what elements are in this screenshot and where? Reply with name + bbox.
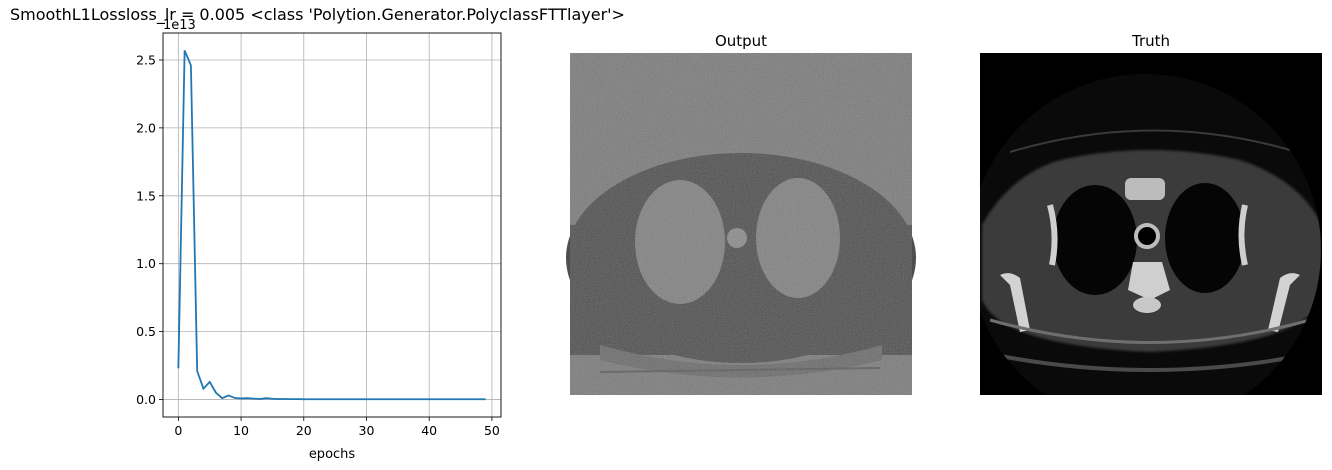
y-offset-label: 1e13 <box>163 18 196 33</box>
y-tick-label: 2.5 <box>136 52 156 67</box>
y-tick-label: 1.5 <box>136 188 156 203</box>
truth-panel-title: Truth <box>1131 32 1171 50</box>
x-tick-label: 10 <box>233 423 249 438</box>
x-tick-label: 0 <box>174 423 182 438</box>
truth-image <box>980 53 1322 395</box>
loss-chart: 0 10 20 30 40 50 0.0 0.5 1.0 1.5 2.0 2.5 1e13 epoch… <box>136 18 502 462</box>
x-axis-label: epochs <box>309 447 356 462</box>
plot-frame <box>162 32 502 418</box>
loss-series-line <box>177 50 486 401</box>
figure-suptitle: SmoothL1Lossloss_lr = 0.005 <class 'Poly… <box>10 5 625 24</box>
x-tick-label: 40 <box>421 423 437 438</box>
x-tick-label: 20 <box>296 423 312 438</box>
x-tick-label: 30 <box>359 423 375 438</box>
output-image <box>566 53 916 395</box>
y-tick-label: 2.0 <box>136 120 156 135</box>
y-tick-label: 0.5 <box>136 324 156 339</box>
y-tick-label: 1.0 <box>136 256 156 271</box>
plot-area <box>163 33 501 417</box>
output-panel-title: Output <box>714 32 768 50</box>
y-tick-label: 0.0 <box>136 392 156 407</box>
x-tick-label: 50 <box>484 423 500 438</box>
grid-lines <box>163 33 501 417</box>
axis-ticks: 0 10 20 30 40 50 0.0 0.5 1.0 1.5 2.0 2.5 <box>136 52 500 438</box>
